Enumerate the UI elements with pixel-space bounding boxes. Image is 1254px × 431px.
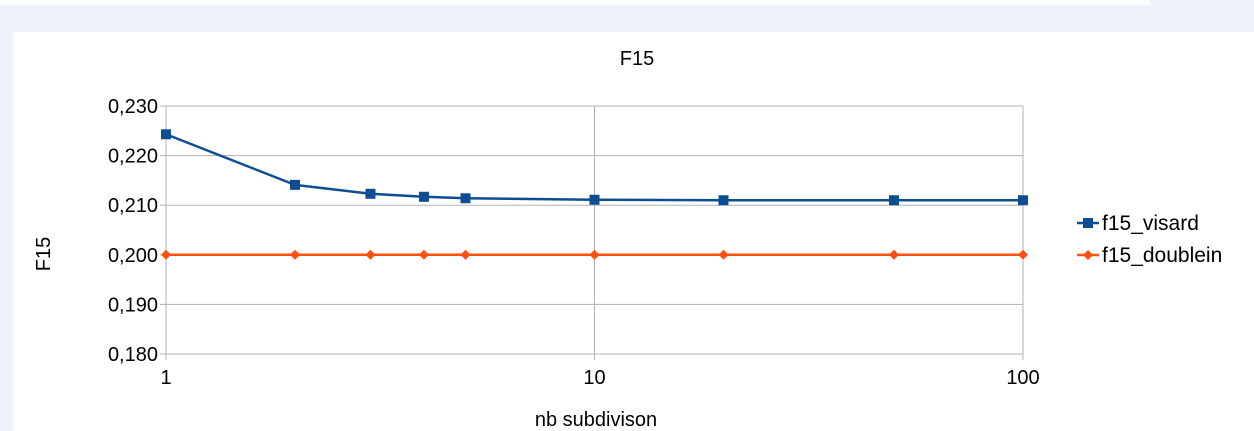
grid-layer <box>165 105 1024 355</box>
data-point <box>589 249 600 260</box>
chart-title: F15 <box>620 48 654 70</box>
data-point <box>460 249 471 260</box>
y-tick-label: 0,180 <box>108 344 158 366</box>
data-point <box>289 179 300 190</box>
series-layer <box>161 129 1028 260</box>
data-point <box>161 129 171 140</box>
series-f15_doublein <box>161 249 1028 260</box>
data-point <box>589 194 600 205</box>
line-chart: 0,180 0,190 0,200 0,210 0,220 0,230 1 10 100 F15… <box>33 48 1222 431</box>
data-point <box>889 249 900 260</box>
data-point <box>460 193 471 204</box>
legend-label: f15_visard <box>1102 212 1199 235</box>
legend-item-f15_visard: f15_visard <box>1077 212 1199 235</box>
chart-panel: 0,180 0,190 0,200 0,210 0,220 0,230 1 10 100 F15… <box>13 32 1254 431</box>
data-point <box>1018 195 1028 206</box>
x-tick-label: 10 <box>583 367 605 389</box>
data-point <box>418 191 429 202</box>
x-axis-label: nb subdivison <box>535 409 657 431</box>
x-tick-label: 100 <box>1006 367 1039 389</box>
data-point <box>365 188 376 199</box>
axis-layer: 0,180 0,190 0,200 0,210 0,220 0,230 1 10 100 <box>108 96 1040 389</box>
y-tick-label: 0,190 <box>108 294 158 316</box>
series-f15_visard <box>161 129 1028 206</box>
data-point <box>289 249 300 260</box>
top-strip <box>0 0 1150 5</box>
data-point <box>161 249 171 260</box>
data-point <box>889 195 900 206</box>
legend-marker <box>1083 218 1093 228</box>
legend: f15_visard f15_doublein <box>1077 212 1222 267</box>
data-point <box>418 249 429 260</box>
data-point <box>365 249 376 260</box>
y-axis-label: F15 <box>33 237 55 271</box>
y-tick-label: 0,230 <box>108 96 158 118</box>
data-point <box>1018 249 1028 260</box>
data-point <box>718 249 729 260</box>
y-tick-label: 0,210 <box>108 195 158 217</box>
y-tick-label: 0,220 <box>108 146 158 168</box>
legend-marker <box>1083 250 1093 260</box>
y-tick-label: 0,200 <box>108 245 158 267</box>
legend-label: f15_doublein <box>1102 244 1222 267</box>
data-point <box>718 195 729 206</box>
x-tick-label: 1 <box>160 367 171 389</box>
legend-item-f15_doublein: f15_doublein <box>1077 244 1222 267</box>
